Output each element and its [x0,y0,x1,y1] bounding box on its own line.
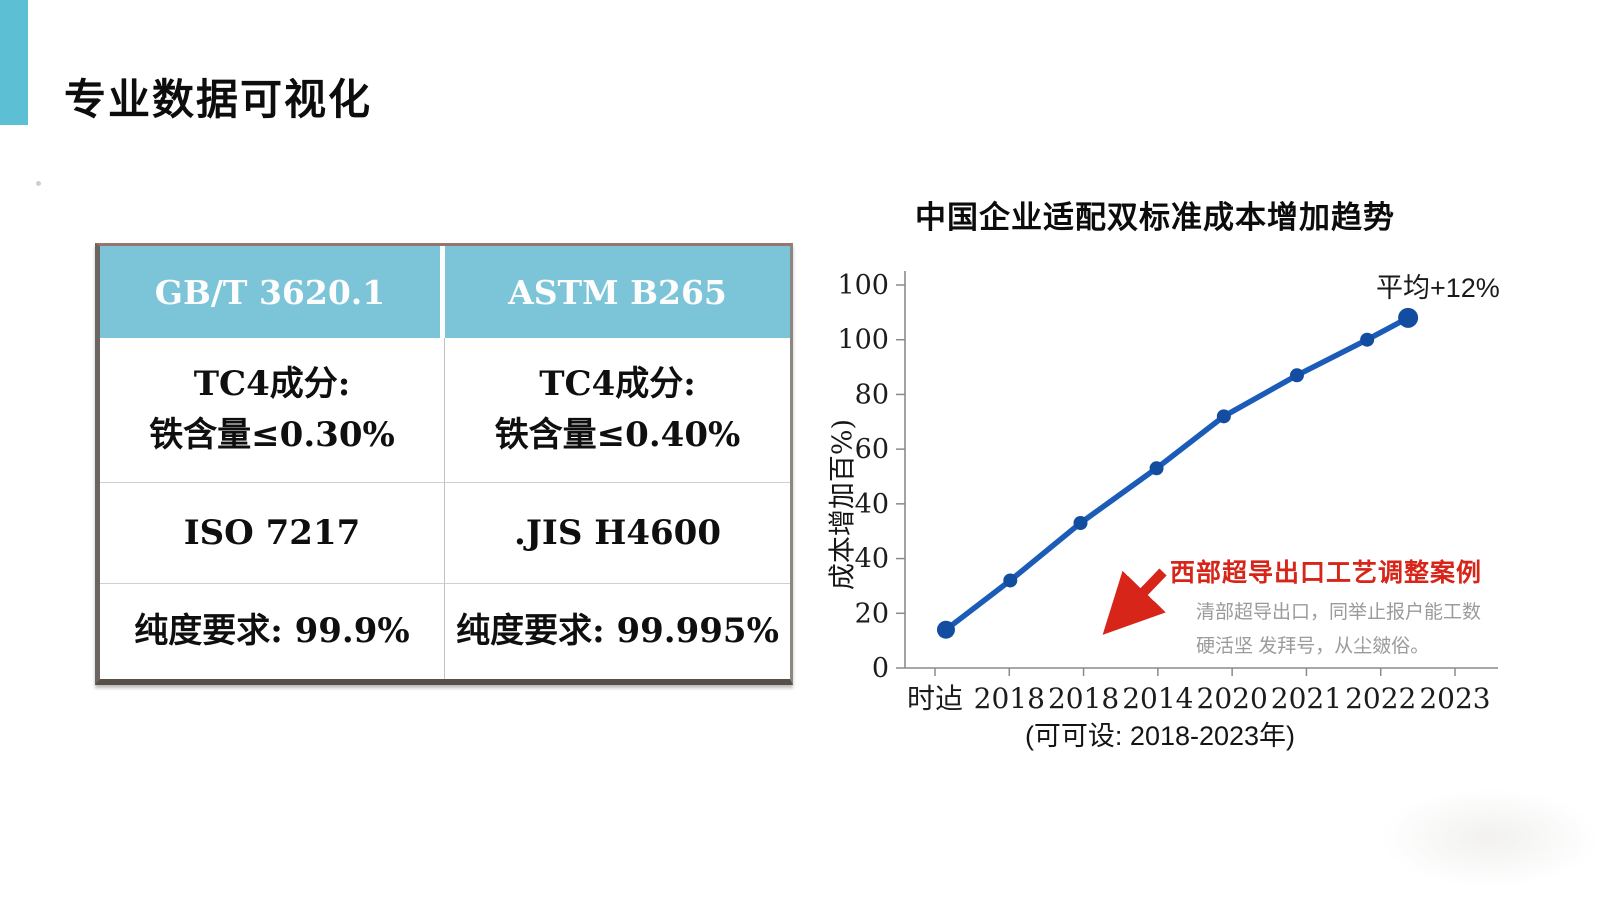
cell-line: TC4成分: [539,364,696,404]
svg-text:2018: 2018 [974,682,1045,715]
svg-text:40: 40 [855,544,889,575]
table-cell-jis: .JIS H4600 [445,482,790,583]
table-cell-iso: ISO 7217 [100,482,445,583]
cell-line: 铁含量≤0.40% [494,415,741,455]
callout-body-line: 发拜号，从尘皴俗。 [1258,636,1430,658]
svg-text:80: 80 [855,379,889,410]
svg-text:40: 40 [855,489,889,520]
page-title: 专业数据可视化 [64,75,373,125]
slide-accent-bar [0,0,28,125]
x-axis-note: (可可设: 2018-2023年) [1024,721,1296,751]
table-cell-tc4-astm: TC4成分: 铁含量≤0.40% [445,338,790,482]
watermark-smudge [1380,788,1600,888]
table-header-astm: ASTM B265 [445,246,790,338]
callout-heading: 西部超导出口工艺调整案例 [1170,559,1483,587]
svg-text:时迠: 时迠 [907,682,963,715]
standards-comparison-table: GB/T 3620.1 ASTM B265 TC4成分: 铁含量≤0.30% T… [95,243,793,685]
svg-text:20: 20 [855,598,889,629]
table-grid: GB/T 3620.1 ASTM B265 TC4成分: 铁含量≤0.30% T… [100,246,790,679]
svg-text:2023: 2023 [1419,682,1490,715]
svg-text:100: 100 [837,325,889,356]
callout-body-line: 清部超导出口，同举止报户能工数硬活坚 [1196,602,1482,658]
svg-text:2014: 2014 [1122,682,1193,715]
svg-text:2022: 2022 [1345,682,1416,715]
stray-dot-artifact [36,181,41,186]
cell-line: TC4成分: [193,364,351,404]
svg-text:2018: 2018 [1048,682,1119,715]
table-cell-tc4-gbt: TC4成分: 铁含量≤0.30% [100,338,445,482]
svg-text:100: 100 [837,270,889,301]
table-header-gbt: GB/T 3620.1 [100,246,445,338]
svg-text:2020: 2020 [1197,682,1268,715]
svg-text:2021: 2021 [1271,682,1342,715]
svg-text:60: 60 [855,434,889,465]
callout-body: 清部超导出口，同举止报户能工数硬活坚 发拜号，从尘皴俗。 [1196,596,1496,664]
cell-line: 铁含量≤0.30% [149,415,395,455]
table-cell-purity-astm: 纯度要求: 99.995% [445,583,790,679]
svg-text:0: 0 [872,653,889,684]
chart-title: 中国企业适配双标准成本增加趋势 [915,200,1395,235]
table-cell-purity-gbt: 纯度要求: 99.9% [100,583,445,679]
average-increase-annotation: 平均+12% [1376,273,1500,303]
